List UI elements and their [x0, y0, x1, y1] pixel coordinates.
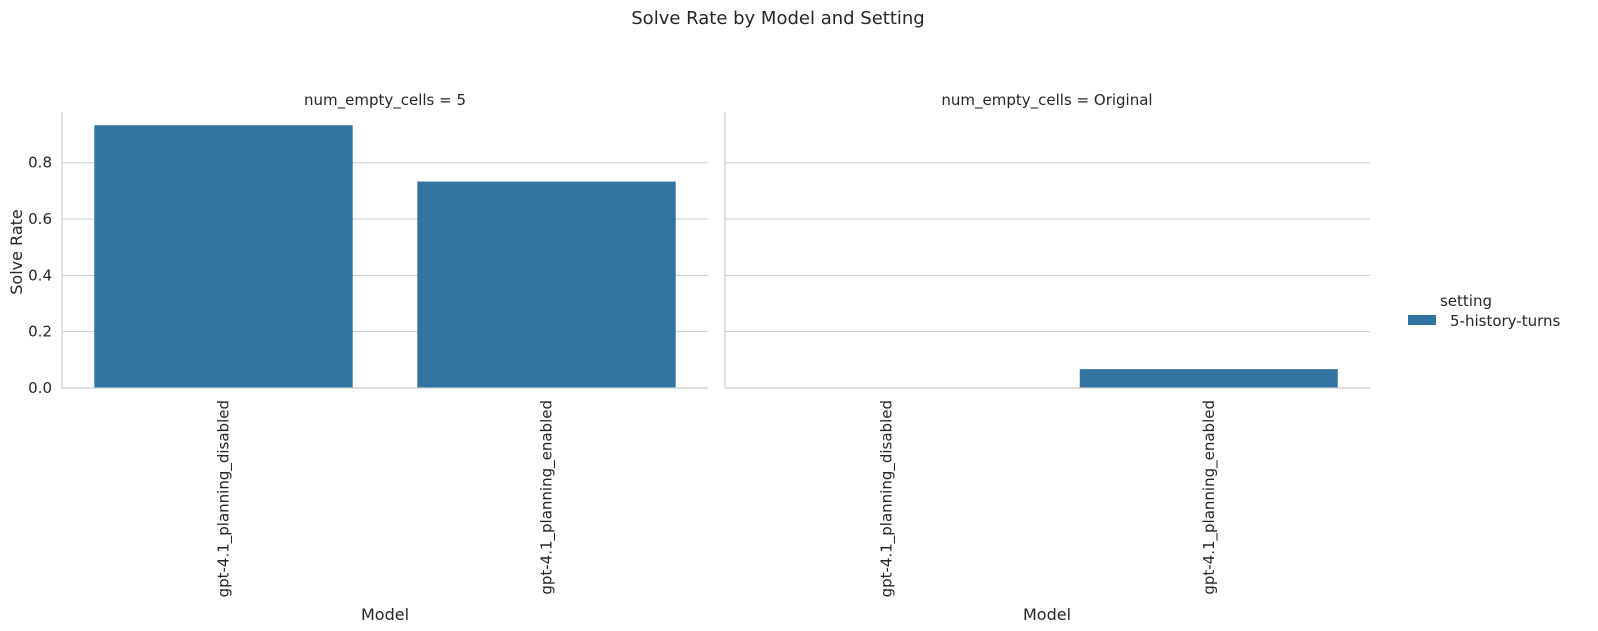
x-tick-label-panel-2-1: gpt-4.1_planning_disabled	[877, 400, 896, 597]
y-tick-labels: 0.0 0.2 0.4 0.6 0.8	[28, 154, 52, 397]
bar-panel-1-gpt-4.1_planning_disabled	[94, 125, 353, 389]
legend-label-5-history-turns: 5-history-turns	[1450, 312, 1560, 330]
legend-swatch-5-history-turns	[1408, 315, 1436, 325]
y-tick-label-0.2: 0.2	[28, 323, 52, 341]
y-tick-label-0.0: 0.0	[28, 379, 52, 397]
x-axis-label-panel-1: Model	[361, 605, 409, 624]
legend-title: setting	[1440, 292, 1492, 310]
y-tick-label-0.6: 0.6	[28, 210, 52, 228]
x-tick-label-panel-1-1: gpt-4.1_planning_disabled	[215, 400, 234, 597]
bar-panel-2-gpt-4.1_planning_enabled	[1079, 369, 1338, 388]
y-tick-label-0.4: 0.4	[28, 266, 52, 284]
x-tick-labels: gpt-4.1_planning_disabled gpt-4.1_plannin…	[215, 400, 1219, 597]
x-tick-label-panel-2-2: gpt-4.1_planning_enabled	[1200, 400, 1219, 595]
panel-1-title: num_empty_cells = 5	[304, 91, 466, 110]
x-tick-label-panel-1-2: gpt-4.1_planning_enabled	[538, 400, 557, 595]
bars	[94, 125, 1338, 389]
chart-title: Solve Rate by Model and Setting	[631, 8, 924, 29]
y-axis-label: Solve Rate	[7, 209, 26, 294]
y-tick-label-0.8: 0.8	[28, 154, 52, 172]
axes	[61, 112, 1370, 389]
bar-panel-1-gpt-4.1_planning_enabled	[417, 181, 676, 388]
legend: setting 5-history-turns	[1408, 292, 1560, 330]
x-axis-label-panel-2: Model	[1023, 605, 1071, 624]
panel-2-title: num_empty_cells = Original	[941, 91, 1152, 110]
